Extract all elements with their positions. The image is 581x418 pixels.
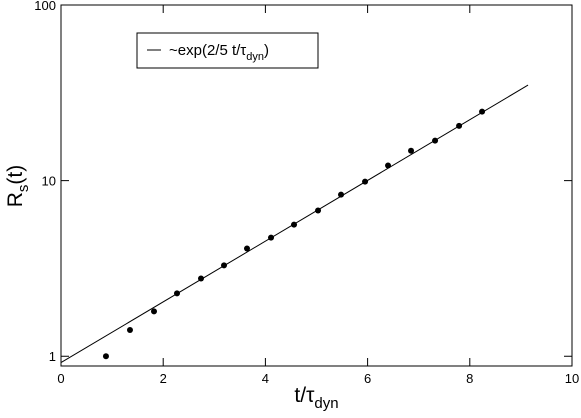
y-axis-title: Rs(t) <box>4 165 32 208</box>
y-tick-label: 10 <box>42 174 56 189</box>
x-axis-title-main: t/τ <box>294 384 315 407</box>
x-tick-label: 8 <box>466 371 473 386</box>
y-tick-label: 1 <box>49 349 56 364</box>
y-axis-title-main: R <box>4 192 27 207</box>
plot-frame <box>60 4 573 367</box>
data-point <box>268 234 275 241</box>
data-point <box>126 327 133 334</box>
data-point <box>456 122 463 129</box>
data-point <box>244 245 251 252</box>
y-axis-title-end: (t) <box>4 165 27 185</box>
y-axis-title-sub: s <box>15 185 32 193</box>
x-tick-label: 6 <box>364 371 371 386</box>
data-point <box>362 178 369 185</box>
legend-label-main: ~exp(2/5 t/τ <box>169 42 246 59</box>
x-tick-label: 0 <box>57 371 64 386</box>
data-point <box>385 162 392 169</box>
data-point <box>479 108 486 115</box>
data-point <box>408 147 415 154</box>
x-axis-title-sub: dyn <box>314 395 338 412</box>
x-tick-label: 4 <box>262 371 269 386</box>
legend-label-sub: dyn <box>246 51 264 63</box>
legend-box <box>136 32 319 69</box>
data-point <box>198 275 205 282</box>
data-point <box>338 191 345 198</box>
data-point <box>221 262 228 269</box>
data-point <box>432 137 439 144</box>
y-tick-label: 100 <box>34 0 56 13</box>
data-point <box>173 290 180 297</box>
x-axis-title: t/τdyn <box>294 384 338 412</box>
x-tick-label: 10 <box>565 371 579 386</box>
legend-label-end: ) <box>264 42 269 59</box>
data-point <box>291 221 298 228</box>
data-point <box>151 308 158 315</box>
data-point <box>315 207 322 214</box>
x-tick-label: 2 <box>160 371 167 386</box>
legend-label: ~exp(2/5 t/τdyn) <box>169 42 269 63</box>
data-point <box>102 353 109 360</box>
